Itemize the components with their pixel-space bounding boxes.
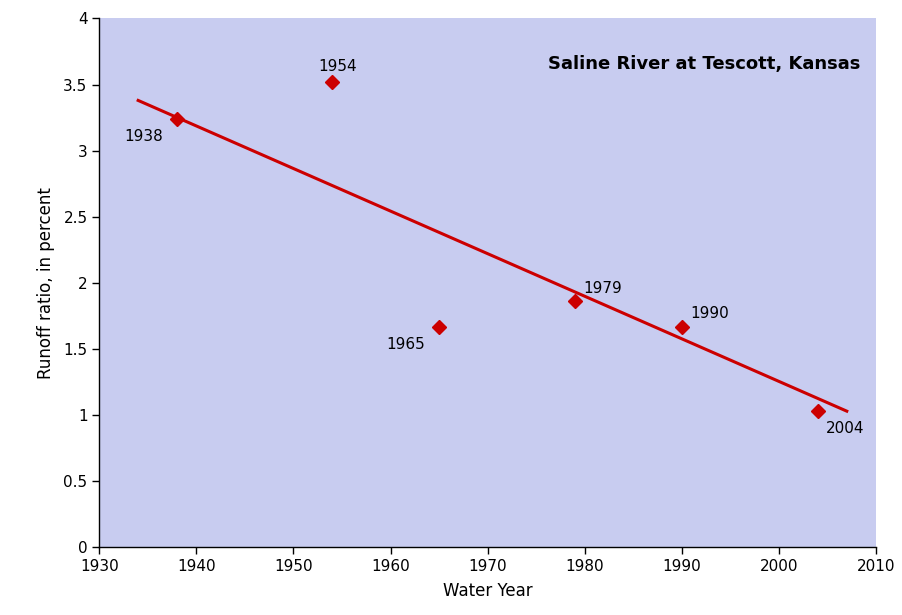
- Text: 1938: 1938: [124, 129, 162, 144]
- Text: 1954: 1954: [318, 59, 356, 74]
- Text: Saline River at Tescott, Kansas: Saline River at Tescott, Kansas: [548, 55, 860, 73]
- Text: 2004: 2004: [825, 421, 863, 437]
- X-axis label: Water Year: Water Year: [442, 582, 532, 600]
- Text: 1990: 1990: [689, 306, 728, 321]
- Y-axis label: Runoff ratio, in percent: Runoff ratio, in percent: [37, 187, 55, 379]
- Text: 1979: 1979: [583, 281, 621, 296]
- Text: 1965: 1965: [386, 337, 425, 352]
